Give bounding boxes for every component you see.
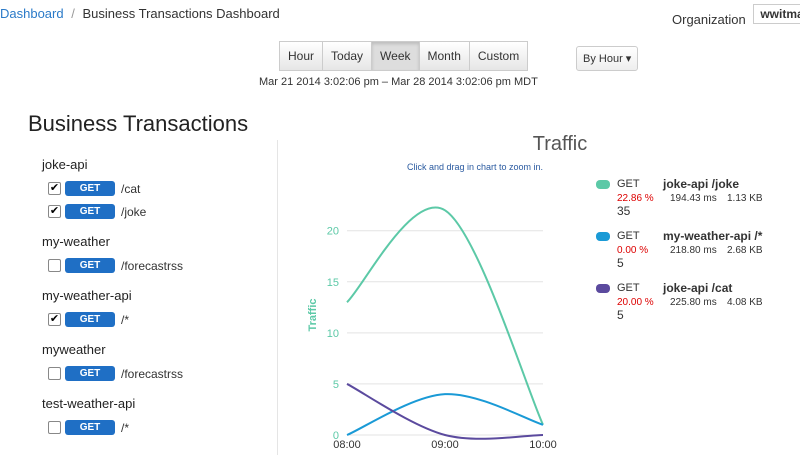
y-tick-label: 20 — [327, 226, 339, 238]
transaction-path: /cat — [121, 181, 141, 196]
transaction-path: /* — [121, 420, 130, 435]
legend-method: GET — [617, 282, 640, 294]
date-range: Mar 21 2014 3:02:06 pm – Mar 28 2014 3:0… — [259, 76, 538, 88]
y-tick-label: 5 — [333, 379, 339, 391]
chart: Traffic Click and drag in chart to zoom … — [307, 133, 587, 451]
checkbox[interactable]: ✔ — [48, 182, 61, 196]
org-label: Organization — [672, 12, 746, 27]
legend-swatch — [596, 232, 610, 241]
transaction: ✔ GET/cat — [48, 180, 183, 197]
transaction-path: /forecastrss — [121, 258, 184, 273]
heading: Business Transactions — [28, 111, 249, 136]
legend-entry: GET joke-api /cat 20.00 % 225.80 ms 4.08 KB 5 — [596, 281, 796, 322]
series-line — [346, 383, 544, 440]
legend-count: 35 — [617, 204, 631, 218]
range-buttons: Hour Today Week Month Custom — [279, 41, 529, 71]
range-button[interactable]: Month — [418, 41, 470, 71]
range-button[interactable]: Week — [371, 41, 420, 71]
transaction: GET /* — [48, 419, 183, 436]
legend-name: my-weather-api /* — [663, 229, 763, 243]
y-tick-label: 15 — [327, 277, 339, 289]
legend-time: 194.43 ms — [670, 193, 717, 204]
org: Organization wwitman — [672, 4, 800, 27]
range-button[interactable]: Custom — [468, 41, 529, 71]
transaction-path: /* — [121, 312, 130, 327]
breadcrumb: Dashboard / Business Transactions Dashbo… — [0, 6, 280, 21]
legend-percent: 22.86 % — [617, 193, 654, 204]
legend-swatch — [596, 284, 610, 293]
y-tick-label: 0 — [333, 430, 339, 442]
x-tick-label: 08:00 — [333, 439, 361, 451]
granularity[interactable]: By Hour ▾ — [576, 46, 639, 71]
range-button[interactable]: Today — [322, 41, 373, 71]
checkbox[interactable]: ✔ — [48, 313, 61, 327]
range-button[interactable]: Hour — [279, 41, 324, 71]
transaction: ✔ GET /* — [48, 311, 183, 328]
legend-size: 2.68 KB — [727, 245, 763, 256]
breadcrumb-current: Business Transactions Dashboard — [82, 6, 280, 21]
series-line — [346, 393, 544, 436]
transaction-path: /joke — [121, 204, 147, 219]
legend-entry: GET joke-api /joke 22.86 % 194.43 ms 1.13 KB… — [596, 177, 796, 218]
method-badge: GET — [65, 204, 115, 220]
legend-percent: 0.00 % — [617, 245, 649, 256]
method-badge: GET — [65, 258, 115, 274]
legend-entry: GET my-weather-api /* 0.00 % 218.80 ms 2.68 … — [596, 229, 796, 270]
transaction: ✔ GET/joke — [48, 203, 183, 220]
group-name: my-weather-api — [42, 288, 132, 303]
legend-size: 1.13 KB — [727, 193, 763, 204]
group-name: myweather — [42, 342, 106, 357]
transaction: GET/forecastrss — [48, 365, 183, 382]
transaction: GET/forecastrss — [48, 257, 183, 274]
transaction-path: /forecastrss — [121, 366, 184, 381]
legend-count: 5 — [617, 308, 624, 322]
group: my-weather GET/forecastrss — [42, 234, 183, 274]
legend-name: joke-api /cat — [663, 281, 733, 295]
legend-name: joke-api /joke — [663, 177, 740, 191]
x-tick-label: 10:00 — [529, 439, 557, 451]
x-tick-label: 09:00 — [431, 439, 459, 451]
checkbox[interactable] — [48, 367, 61, 381]
group-name: test-weather-api — [42, 396, 136, 411]
group-name: joke-api — [42, 157, 88, 172]
group: joke-api ✔ GET/cat ✔ GET/joke — [42, 157, 183, 220]
y-axis-label: Traffic — [307, 298, 319, 331]
method-badge: GET — [65, 420, 115, 436]
group: my-weather-api ✔ GET /* — [42, 288, 183, 328]
legend: GET joke-api /joke 22.86 % 194.43 ms 1.13 KB… — [596, 177, 796, 334]
method-badge: GET — [65, 181, 115, 197]
legend-method: GET — [617, 230, 640, 242]
org-input[interactable]: wwitman — [753, 4, 800, 24]
granularity-label: By Hour — [583, 53, 623, 65]
checkbox[interactable] — [48, 259, 61, 273]
groups: joke-api ✔ GET/cat ✔ GET/joke my-weather GET/f… — [42, 157, 183, 450]
legend-size: 4.08 KB — [727, 297, 763, 308]
method-badge: GET — [65, 312, 115, 328]
chart-title: Traffic — [533, 133, 587, 155]
y-tick-label: 10 — [327, 328, 339, 340]
chart-subtitle: Click and drag in chart to zoom in. — [407, 162, 543, 172]
legend-time: 218.80 ms — [670, 245, 717, 256]
method-badge: GET — [65, 366, 115, 382]
group: test-weather-api GET /* — [42, 396, 183, 436]
divider — [277, 140, 278, 455]
checkbox[interactable]: ✔ — [48, 205, 61, 219]
group: myweather GET/forecastrss — [42, 342, 183, 382]
breadcrumb-separator: / — [71, 6, 75, 21]
legend-method: GET — [617, 178, 640, 190]
breadcrumb-home[interactable]: Dashboard — [0, 6, 64, 21]
checkbox[interactable] — [48, 421, 61, 435]
group-name: my-weather — [42, 234, 110, 249]
legend-time: 225.80 ms — [670, 297, 717, 308]
legend-percent: 20.00 % — [617, 297, 654, 308]
legend-count: 5 — [617, 256, 624, 270]
legend-swatch — [596, 180, 610, 189]
series-line — [346, 206, 544, 426]
